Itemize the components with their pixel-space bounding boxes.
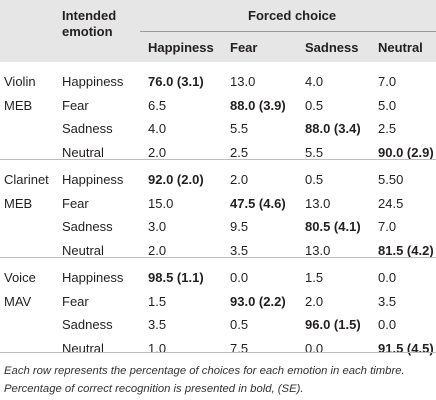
value-cell: 5.50 [378, 172, 404, 187]
value-cell: 5.5 [230, 121, 249, 136]
row-emotion: Fear [62, 195, 89, 211]
value-cell: 2.0 [148, 144, 167, 160]
group-rule [0, 159, 436, 160]
value-cell: 90.0 (2.9) [378, 144, 434, 160]
value-cell: 15.0 [148, 195, 174, 211]
value-cell: 1.5 [148, 293, 167, 309]
group-label: MAV [4, 293, 32, 309]
value-cell: 4.0 [305, 74, 324, 89]
row-emotion: Neutral [62, 144, 104, 160]
value-cell: 4.0 [148, 121, 167, 136]
value-cell: 0.5 [230, 317, 249, 332]
footnote: Percentage of correct recognition is pre… [4, 383, 304, 395]
group-label: MEB [4, 97, 33, 113]
value-cell: 13.0 [230, 74, 256, 89]
value-cell: 2.5 [378, 121, 397, 136]
row-emotion: Sadness [62, 121, 113, 136]
value-cell: 7.0 [378, 219, 397, 234]
value-cell: 2.5 [230, 144, 249, 160]
footnote: Each row represents the percentage of ch… [4, 365, 405, 377]
value-cell: 6.5 [148, 97, 167, 113]
value-cell: 0.5 [305, 172, 324, 187]
value-cell: 92.0 (2.0) [148, 172, 204, 187]
value-cell: 0.0 [378, 270, 397, 285]
bottom-rule [0, 352, 436, 353]
column-header: Happiness [148, 40, 214, 55]
value-cell: 76.0 (3.1) [148, 74, 204, 89]
row-emotion: Neutral [62, 242, 104, 258]
value-cell: 88.0 (3.9) [230, 97, 286, 113]
intended-header-2: emotion [62, 24, 113, 39]
value-cell: 1.0 [148, 340, 167, 356]
value-cell: 3.5 [148, 317, 167, 332]
group-label: Violin [4, 74, 36, 89]
group-label: MEB [4, 195, 33, 211]
group-label: Clarinet [4, 172, 49, 187]
value-cell: 47.5 (4.6) [230, 195, 286, 211]
value-cell: 80.5 (4.1) [305, 219, 361, 234]
group-rule [0, 257, 436, 258]
value-cell: 5.0 [378, 97, 397, 113]
value-cell: 3.5 [378, 293, 397, 309]
header-rule [140, 31, 436, 32]
group-label: Voice [4, 270, 36, 285]
value-cell: 0.0 [305, 340, 324, 356]
value-cell: 1.5 [305, 270, 324, 285]
value-cell: 13.0 [305, 242, 331, 258]
value-cell: 0.5 [305, 97, 324, 113]
forced-choice-header: Forced choice [248, 8, 337, 23]
value-cell: 91.5 (4.5) [378, 340, 434, 356]
value-cell: 5.5 [305, 144, 324, 160]
row-emotion: Fear [62, 97, 89, 113]
row-emotion: Neutral [62, 340, 104, 356]
value-cell: 13.0 [305, 195, 331, 211]
value-cell: 3.0 [148, 219, 167, 234]
intended-header-1: Intended [62, 8, 117, 23]
value-cell: 88.0 (3.4) [305, 121, 361, 136]
value-cell: 7.0 [378, 74, 397, 89]
value-cell: 9.5 [230, 219, 249, 234]
value-cell: 96.0 (1.5) [305, 317, 361, 332]
column-header: Sadness [305, 40, 359, 55]
row-emotion: Sadness [62, 317, 113, 332]
value-cell: 24.5 [378, 195, 404, 211]
column-header: Neutral [378, 40, 423, 55]
value-cell: 98.5 (1.1) [148, 270, 204, 285]
value-cell: 2.0 [148, 242, 167, 258]
value-cell: 93.0 (2.2) [230, 293, 286, 309]
value-cell: 0.0 [378, 317, 397, 332]
row-emotion: Happiness [62, 172, 124, 187]
row-emotion: Fear [62, 293, 89, 309]
value-cell: 7.5 [230, 340, 249, 356]
value-cell: 3.5 [230, 242, 249, 258]
value-cell: 0.0 [230, 270, 249, 285]
value-cell: 81.5 (4.2) [378, 242, 434, 258]
column-header: Fear [230, 40, 258, 55]
value-cell: 2.0 [305, 293, 324, 309]
row-emotion: Happiness [62, 270, 124, 285]
value-cell: 2.0 [230, 172, 249, 187]
row-emotion: Happiness [62, 74, 124, 89]
row-emotion: Sadness [62, 219, 113, 234]
